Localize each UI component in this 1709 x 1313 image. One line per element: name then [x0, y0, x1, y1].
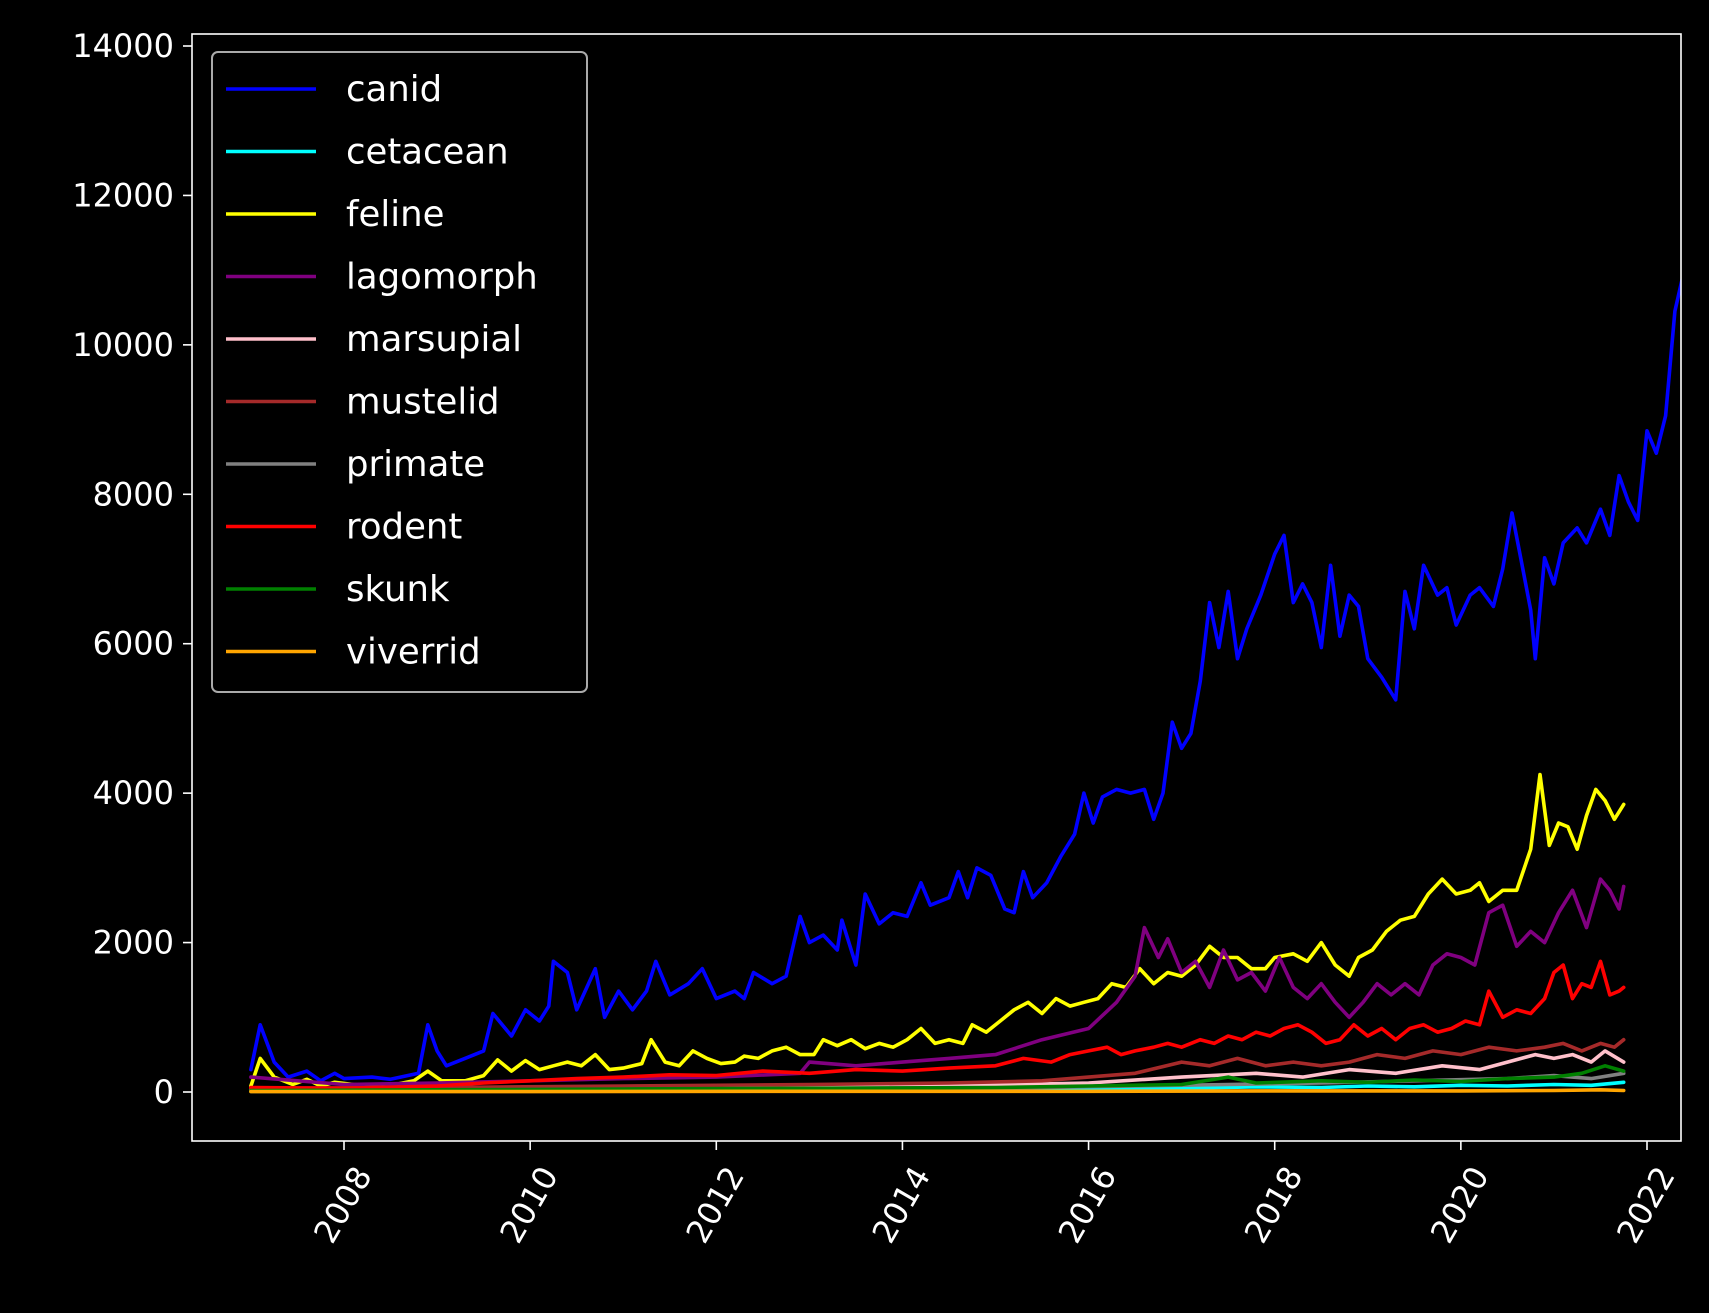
y-tick-label: 12000 — [72, 176, 174, 214]
legend-label-mustelid: mustelid — [346, 382, 500, 423]
series-layer — [249, 276, 1681, 1094]
y-tick-label: 4000 — [93, 774, 174, 812]
series-line-mustelid — [249, 1037, 1626, 1091]
y-tick-label: 10000 — [72, 326, 174, 364]
y-tick-label: 8000 — [93, 475, 174, 513]
legend-label-marsupial: marsupial — [346, 319, 522, 360]
legend-label-cetacean: cetacean — [346, 132, 509, 173]
y-tick-label: 14000 — [72, 27, 174, 65]
legend-label-lagomorph: lagomorph — [346, 257, 538, 298]
legend-label-feline: feline — [346, 194, 444, 235]
series-line-canid — [249, 276, 1681, 1083]
legend-label-primate: primate — [346, 444, 485, 485]
legend-label-viverrid: viverrid — [346, 632, 481, 673]
plot-frame — [191, 33, 1682, 1142]
legend: canid cetacean feline lagomorph marsupial mus… — [211, 51, 588, 693]
y-tick-label: 0 — [154, 1073, 174, 1111]
y-tick-label: 2000 — [93, 924, 174, 962]
legend-box — [211, 51, 588, 693]
legend-label-canid: canid — [346, 69, 442, 110]
series-line-feline — [249, 772, 1626, 1088]
y-tick-label: 6000 — [93, 625, 174, 663]
series-line-rodent — [249, 959, 1626, 1091]
series-line-skunk — [249, 1064, 1626, 1093]
legend-label-skunk: skunk — [346, 569, 450, 610]
legend-label-rodent: rodent — [346, 507, 462, 548]
series-line-viverrid — [249, 1088, 1626, 1094]
series-line-lagomorph — [249, 877, 1626, 1087]
